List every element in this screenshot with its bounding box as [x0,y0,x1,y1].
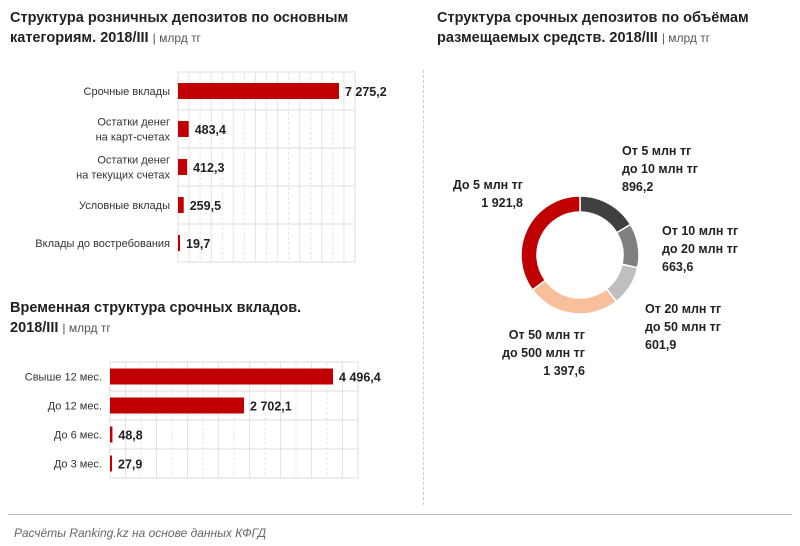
bar [110,455,112,472]
donut-slice [531,279,618,315]
slice-label: до 10 млн тг [622,162,698,176]
bar [110,368,334,385]
unit: | млрд тг [661,31,711,45]
chart1-title: Структура розничных депозитов по основны… [10,10,349,46]
slice-label: От 20 млн тг [645,302,721,316]
data-label: 48,8 [118,429,142,443]
bar [178,235,180,251]
footer-divider [8,514,792,515]
slice-value: 663,6 [662,260,693,274]
category-label: Свыше 12 мес. [25,372,102,384]
data-label: 2 702,1 [250,400,292,414]
category-label: Срочные вклады [84,86,171,98]
category-label: Остатки денег [97,155,170,167]
donut-slice [615,223,640,269]
category-label: Условные вклады [79,200,170,212]
slice-value: 601,9 [645,338,676,352]
data-label: 412,3 [193,161,224,175]
bar [110,426,113,443]
data-label: 27,9 [118,458,142,472]
category-label: До 6 мес. [54,430,102,442]
category-label: на карт-счетах [96,132,171,144]
slice-label: От 10 млн тг [662,224,738,238]
bar [178,121,189,137]
bar [178,159,188,175]
category-label: До 12 мес. [48,401,102,413]
slice-label: От 5 млн тг [622,144,691,158]
chart3-title: Структура срочных депозитов по объёмам ра… [437,10,749,46]
slice-label: до 50 млн тг [645,320,721,334]
data-label: 259,5 [190,199,221,213]
category-label: на текущих счетах [76,170,170,182]
data-label: 483,4 [195,123,226,137]
slice-label: До 5 млн тг [453,178,523,192]
category-label: Остатки денег [97,117,170,129]
donut-slice [579,195,632,234]
category-label: До 3 мес. [54,459,102,471]
bar [110,397,245,414]
data-label: 7 275,2 [345,85,387,99]
chart2-title: Временная структура срочных вкладов. 2018… [10,300,302,336]
data-label: 4 496,4 [339,371,381,385]
slice-value: 1 397,6 [543,364,585,378]
bar [178,83,339,99]
slice-value: 896,2 [622,180,653,194]
category-label: Вклады до востребования [35,238,170,250]
unit: | млрд тг [62,321,111,335]
slice-label: От 50 млн тг [509,328,585,342]
donut-slice [520,195,581,291]
slice-value: 1 921,8 [481,196,523,210]
unit: | млрд тг [152,31,201,45]
footer-source: Расчёты Ranking.kz на основе данных КФГД [14,526,267,540]
bar [178,197,184,213]
slice-label: до 20 млн тг [662,242,738,256]
data-label: 19,7 [186,237,210,251]
slice-label: до 500 млн тг [502,346,585,360]
divider [423,70,424,505]
